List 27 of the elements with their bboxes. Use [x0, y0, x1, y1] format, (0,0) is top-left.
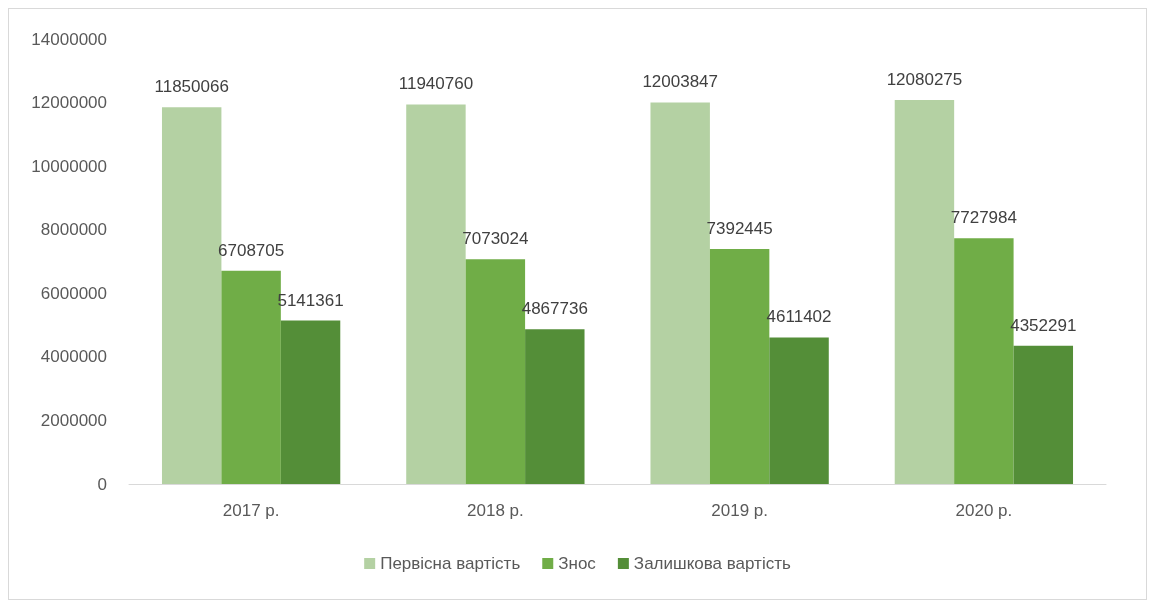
bar — [1013, 345, 1074, 484]
data-label: 7392445 — [706, 219, 773, 239]
data-label: 7727984 — [950, 208, 1017, 228]
x-tick-label: 2020 р. — [955, 501, 1013, 520]
data-label: 12080275 — [886, 70, 963, 90]
data-label: 12003847 — [642, 72, 719, 92]
y-tick-label: 2000000 — [40, 410, 107, 430]
x-tick-label: 2018 р. — [467, 501, 524, 520]
bar — [525, 329, 585, 484]
data-label: 11850066 — [154, 77, 229, 97]
y-tick-label: 0 — [97, 474, 107, 494]
data-label: 11940760 — [398, 74, 474, 94]
legend-label: Первісна вартість — [380, 554, 521, 573]
y-tick-label: 6000000 — [40, 283, 107, 303]
y-tick-label: 8000000 — [40, 220, 107, 240]
y-tick-label: 4000000 — [40, 347, 107, 367]
x-tick-label: 2017 р. — [222, 501, 280, 520]
x-tick-label: 2019 р. — [711, 501, 768, 520]
bar — [280, 320, 341, 484]
legend-label: Залишкова вартість — [633, 554, 791, 573]
data-label: 6708705 — [218, 240, 285, 260]
data-label: 7073024 — [462, 229, 529, 249]
y-tick-label: 14000000 — [31, 29, 107, 49]
legend-label: Знос — [558, 554, 597, 573]
y-tick-label: 12000000 — [31, 93, 107, 113]
bar — [769, 337, 829, 484]
y-tick-label: 10000000 — [31, 156, 107, 176]
